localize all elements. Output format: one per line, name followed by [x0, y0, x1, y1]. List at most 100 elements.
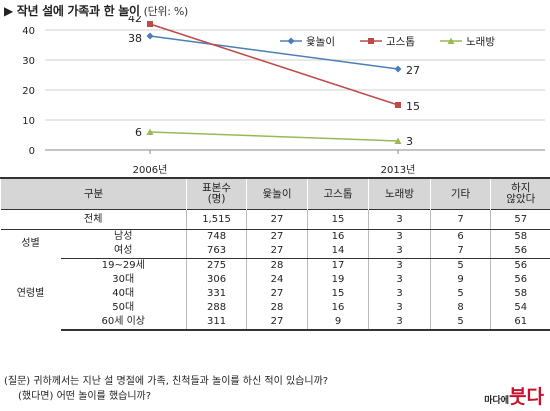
- row-label: 남성: [114, 231, 133, 242]
- table-cell: 288: [186, 301, 247, 315]
- table-cell: 3: [368, 258, 431, 273]
- table-cell: 27: [246, 315, 308, 331]
- chart-title: ▶ 작년 설에 가족과 한 놀이 (단위: %): [4, 2, 188, 19]
- x-tick-label: 2006년: [133, 164, 168, 176]
- table-row: 50대 288 28 16 3 8 54: [1, 301, 550, 315]
- y-tick-label: 10: [22, 116, 35, 127]
- table-cell: 15: [307, 209, 369, 230]
- y-tick-label: 0: [29, 146, 35, 157]
- row-label: 40대: [112, 288, 135, 299]
- table-cell: 5: [430, 258, 491, 273]
- question-line-1: (질문) 귀하께서는 지난 설 명절에 가족, 친척들과 놀이를 하신 적이 있…: [4, 376, 329, 387]
- table-cell: 1,515: [186, 209, 247, 230]
- table-cell: 763: [186, 244, 247, 259]
- legend-marker: [368, 38, 374, 44]
- table-row: 연령별 19~29세 275 28 17 3 5 56: [1, 258, 550, 299]
- table-cell: 3: [368, 209, 431, 230]
- column-header: 구분: [0, 178, 187, 210]
- row-label: 60세 이상: [60, 315, 187, 331]
- table-cell: 331: [186, 287, 247, 301]
- data-point: [394, 137, 402, 144]
- table-cell: 27: [246, 209, 308, 230]
- table-row: 40대 331 27 15 3 5 58: [1, 287, 550, 301]
- y-tick-label: 30: [22, 56, 35, 67]
- data-point: [147, 21, 153, 27]
- x-tick-label: 2013년: [381, 164, 416, 176]
- table-cell: 27: [246, 244, 308, 259]
- table-cell: 14: [307, 244, 369, 259]
- group-label: 성별: [21, 238, 40, 250]
- column-header: 하지 않았다: [490, 178, 550, 210]
- table-cell: 3: [368, 287, 431, 301]
- legend-label: 윷놀이: [306, 36, 335, 48]
- table-cell: 28: [246, 258, 308, 273]
- legend-label: 고스톱: [386, 36, 415, 48]
- table-cell: 58: [490, 229, 550, 244]
- data-point: [394, 65, 402, 73]
- legend-marker: [447, 37, 455, 44]
- row-label: 전체: [0, 209, 187, 230]
- data-label: 42: [128, 16, 142, 25]
- table-cell: 57: [490, 209, 550, 230]
- column-header: 표본수 (명): [186, 178, 247, 210]
- table-cell: 3: [368, 273, 431, 287]
- row-label: 19~29세: [101, 260, 145, 271]
- table-cell: 7: [430, 244, 491, 259]
- table-cell: 28: [246, 301, 308, 315]
- table-cell: 58: [490, 287, 550, 301]
- data-label: 3: [406, 135, 413, 148]
- row-label: 50대: [112, 302, 135, 313]
- legend-label: 노래방: [466, 36, 495, 48]
- publisher-logo: 마다에붓다: [484, 382, 544, 409]
- table-cell: 61: [490, 315, 550, 331]
- table-cell: 5: [430, 315, 491, 331]
- title-text: ▶ 작년 설에 가족과 한 놀이: [4, 4, 140, 18]
- column-header: 노래방: [368, 178, 431, 210]
- table-cell: 7: [430, 209, 491, 230]
- table-cell: 5: [430, 287, 491, 301]
- question-line-2: (했다면) 어떤 놀이를 했습니까?: [18, 391, 152, 402]
- data-point: [395, 102, 401, 108]
- table-cell: 6: [430, 229, 491, 244]
- table-cell: 19: [307, 273, 369, 287]
- table-cell: 3: [368, 301, 431, 315]
- table-cell: 306: [186, 273, 247, 287]
- data-point: [146, 32, 154, 40]
- legend-marker: [287, 37, 295, 45]
- data-label: 38: [128, 32, 142, 45]
- data-label: 6: [135, 126, 142, 139]
- y-tick-label: 40: [22, 26, 35, 37]
- table-cell: 17: [307, 258, 369, 273]
- table-cell: 748: [186, 229, 247, 244]
- table-cell: 56: [490, 258, 550, 273]
- table-cell: 9: [430, 273, 491, 287]
- table-cell: 27: [246, 229, 308, 244]
- data-label: 27: [406, 64, 420, 77]
- table-cell: 9: [307, 315, 369, 331]
- group-label: 연령별: [16, 288, 45, 300]
- table-cell: 27: [246, 287, 308, 301]
- table-cell: 3: [368, 315, 431, 331]
- table-body: 전체 1,515 27 15 3 7 57 성별 남성 748 27 16 3 6 58 여성 763 27 14 3…: [0, 209, 550, 331]
- column-header: 고스톱: [307, 178, 369, 210]
- table-cell: 8: [430, 301, 491, 315]
- column-header: 기타: [430, 178, 491, 210]
- table-cell: 56: [490, 244, 550, 259]
- table-cell: 3: [368, 244, 431, 259]
- table-cell: 56: [490, 273, 550, 287]
- logo-small-text: 마다에: [484, 396, 510, 406]
- row-label: 여성: [60, 244, 187, 259]
- column-header: 윷놀이: [246, 178, 308, 210]
- row-label: 30대: [112, 274, 135, 285]
- table-cell: 15: [307, 287, 369, 301]
- survey-table: 구분 표본수 (명) 윷놀이 고스톱 노래방 기타 하지 않았다 전체 1,515 27 15 3 7 57…: [0, 177, 550, 331]
- table-row: 성별 남성 748 27 16 3 6 58: [1, 229, 550, 249]
- table-cell: 24: [246, 273, 308, 287]
- line-chart: 0 10 20 30 40 2006년 2013년 38 27 42 15 6 3 윷놀이 고스톱 노래방: [22, 16, 545, 176]
- table-row: 60세 이상 311 27 9 3 5 61: [1, 315, 550, 331]
- title-unit: (단위: %): [143, 5, 189, 18]
- logo-big-text: 붓다: [509, 386, 544, 408]
- table-cell: 3: [368, 229, 431, 244]
- series-line: [149, 35, 399, 70]
- data-point: [146, 128, 154, 135]
